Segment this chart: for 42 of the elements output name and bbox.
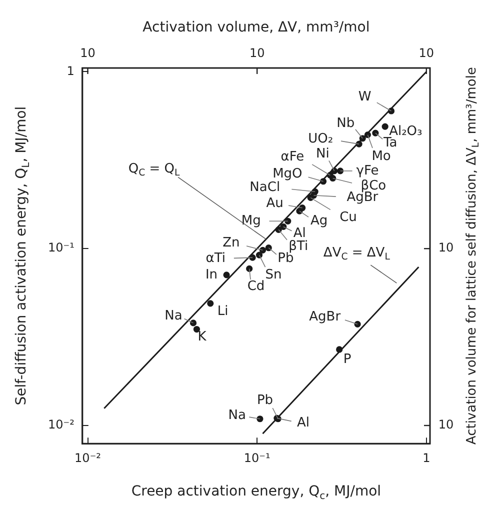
data-label: Sn	[265, 267, 282, 282]
data-label: Zn	[222, 236, 240, 251]
data-label: UO₂	[308, 131, 334, 146]
data-label: Nb	[336, 116, 355, 131]
x-tick-label: 1	[422, 450, 430, 465]
data-label: αTi	[206, 250, 226, 266]
data-label: Pb	[256, 393, 274, 408]
text: 10	[249, 46, 265, 60]
text: 10	[418, 46, 434, 60]
y-axis-title: Self-diffusion activation energy, QL, MJ/mol	[14, 106, 32, 406]
x2-axis-title: Activation volume, ΔV, mm³/mol	[142, 20, 370, 36]
text: 10	[80, 46, 96, 60]
data-label: Mo	[372, 149, 391, 164]
data-label: αFe	[280, 150, 304, 165]
data-label: P	[343, 352, 352, 367]
data-label: Li	[217, 304, 228, 319]
data-label: Ag	[310, 213, 328, 228]
data-label: βCo	[360, 178, 386, 194]
data-label: Na	[228, 408, 246, 424]
data-label: Al	[296, 416, 310, 431]
data-label: NaCl	[250, 180, 280, 196]
data-label: Cu	[340, 210, 357, 226]
text: 10	[438, 240, 454, 255]
y-tick-label: 10⁻¹	[48, 240, 75, 255]
data-label: MgO	[272, 166, 302, 182]
x-tick-label: 10⁻²	[74, 450, 102, 465]
y-tick-label: 10⁻²	[48, 418, 75, 432]
data-label: K	[198, 330, 207, 345]
y-tick-label: 1	[66, 64, 74, 78]
data-label: Cd	[247, 279, 265, 294]
data-label: Au	[266, 196, 284, 212]
y2-axis-title: Activation volume for lattice self diffusion, ΔVL, mm³/mole	[464, 67, 482, 445]
data-label: Na	[164, 308, 182, 324]
x-tick-label: 10⁻¹	[244, 450, 270, 465]
data-label: γFe	[356, 163, 379, 178]
data-label: In	[205, 267, 218, 282]
data-label: Al	[293, 226, 306, 242]
data-label: Mg	[241, 214, 261, 229]
text: 10	[438, 418, 454, 432]
data-label: AgBr	[309, 310, 342, 325]
data-label: W	[358, 89, 372, 104]
data-label: Ni	[316, 146, 330, 162]
